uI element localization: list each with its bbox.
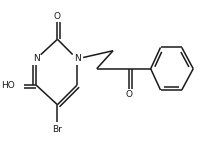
Text: Br: Br	[52, 125, 62, 134]
Text: HO: HO	[1, 81, 15, 90]
Text: N: N	[33, 54, 39, 63]
Text: O: O	[126, 90, 133, 99]
Text: O: O	[54, 12, 61, 21]
Text: N: N	[74, 54, 81, 63]
